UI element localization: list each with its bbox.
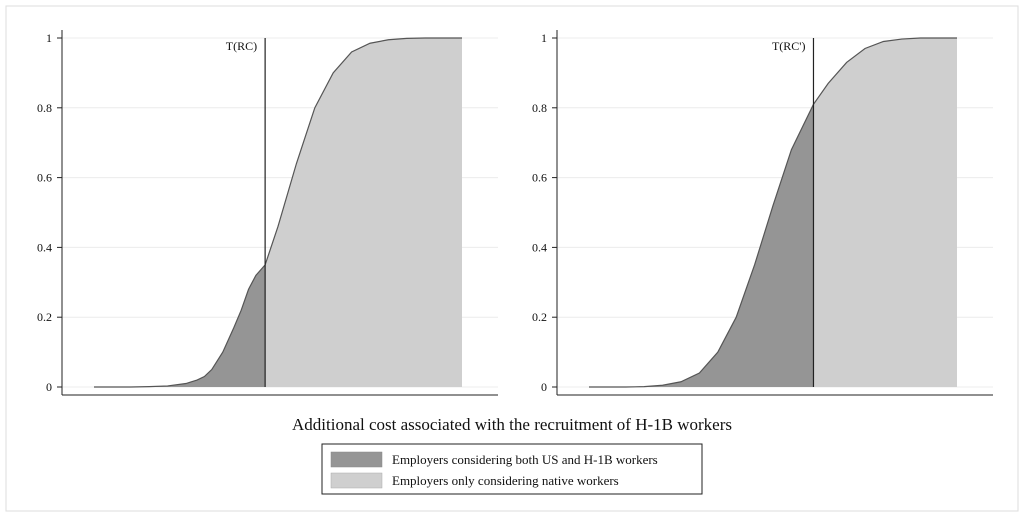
y-tick-label: 0.4 — [532, 240, 547, 254]
legend-swatch-dark — [330, 451, 383, 468]
y-tick-label: 1 — [46, 31, 52, 45]
y-tick-label: 1 — [541, 31, 547, 45]
y-tick-label: 0 — [541, 380, 547, 394]
legend-label-native: Employers only considering native worker… — [392, 473, 619, 488]
y-tick-label: 0 — [46, 380, 52, 394]
y-tick-label: 0.6 — [532, 171, 547, 185]
cdf-curve — [589, 37, 957, 388]
legend-box — [321, 443, 703, 495]
y-tick-label: 0.6 — [37, 171, 52, 185]
x-axis-label: Additional cost associated with the recr… — [292, 415, 732, 434]
legend-swatch-light — [330, 472, 383, 489]
y-tick-label: 0.2 — [532, 310, 547, 324]
cdf-curve — [94, 37, 462, 388]
threshold-label: T(RC) — [226, 39, 257, 53]
panel-right: 0 0.2 0.4 0.6 0.8 1 T(RC') — [532, 30, 993, 396]
legend-label-both: Employers considering both US and H-1B w… — [392, 452, 658, 467]
y-tick-label: 0.4 — [37, 240, 52, 254]
y-tick-label: 0.2 — [37, 310, 52, 324]
panel-left: 0 0.2 0.4 0.6 0.8 1 T(RC) — [37, 30, 498, 396]
threshold-label: T(RC') — [772, 39, 806, 53]
area-both-workers — [94, 264, 266, 387]
legend: Employers considering both US and H-1B w… — [321, 443, 703, 495]
y-tick-label: 0.8 — [37, 101, 52, 115]
area-both-workers — [589, 104, 814, 387]
y-tick-label: 0.8 — [532, 101, 547, 115]
area-native-only — [265, 38, 462, 387]
area-native-only — [813, 38, 957, 387]
